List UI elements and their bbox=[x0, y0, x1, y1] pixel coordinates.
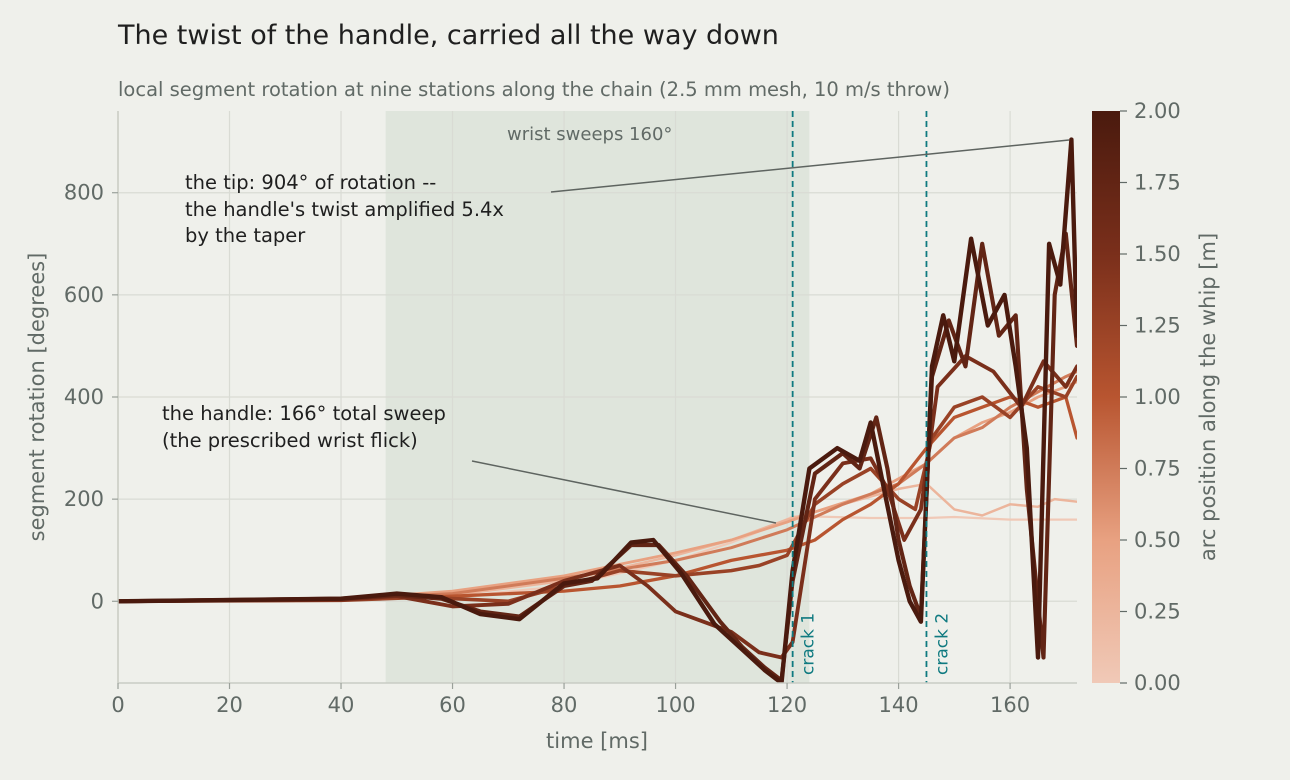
y-axis-title: segment rotation [degrees] bbox=[25, 253, 49, 542]
tip-leader-line bbox=[550, 139, 1070, 193]
crack-label-1: crack 1 bbox=[799, 613, 819, 675]
x-tick-label: 0 bbox=[111, 693, 124, 717]
y-tick-label: 600 bbox=[64, 283, 104, 307]
colorbar bbox=[1092, 111, 1120, 683]
series-line-5 bbox=[118, 395, 1077, 603]
colorbar-label: arc position along the whip [m] bbox=[1196, 233, 1220, 561]
handle-annotation-line-2: (the prescribed wrist flick) bbox=[162, 428, 418, 452]
x-tick-label: 20 bbox=[216, 693, 243, 717]
x-tick-label: 100 bbox=[656, 693, 696, 717]
y-tick-label: 400 bbox=[64, 385, 104, 409]
y-ticks: 0 200 400 600 800 bbox=[64, 181, 118, 613]
colorbar-tick-label: 0.50 bbox=[1134, 528, 1181, 552]
colorbar-tick-label: 0.75 bbox=[1134, 457, 1181, 481]
crack-label-2: crack 2 bbox=[932, 613, 952, 675]
colorbar-tick-label: 0.25 bbox=[1134, 600, 1181, 624]
chart-title: The twist of the handle, carried all the… bbox=[118, 20, 779, 51]
x-tick-label: 40 bbox=[328, 693, 355, 717]
y-tick-label: 200 bbox=[64, 487, 104, 511]
tip-annotation-line-2: the handle's twist amplified 5.4x bbox=[185, 197, 504, 221]
chart-subtitle: local segment rotation at nine stations … bbox=[118, 78, 950, 101]
colorbar-tick-label: 1.00 bbox=[1134, 385, 1181, 409]
handle-leader-line bbox=[471, 460, 777, 524]
handle-annotation-line-1: the handle: 166° total sweep bbox=[162, 402, 446, 425]
x-tick-label: 140 bbox=[879, 693, 919, 717]
x-ticks: 0 20 40 60 80 100 120 140 160 bbox=[111, 683, 1030, 717]
tip-annotation-line-3: by the taper bbox=[185, 224, 306, 247]
colorbar-tick-label: 1.75 bbox=[1134, 171, 1181, 195]
crack-markers: crack 1 crack 2 bbox=[791, 111, 952, 683]
y-tick-label: 0 bbox=[91, 589, 104, 613]
band-label: wrist sweeps 160° bbox=[507, 124, 673, 145]
annotation-leaders bbox=[471, 139, 1070, 524]
colorbar-ticks: 0.00 0.25 0.50 0.75 1.00 1.25 1.50 1.75 2.00 bbox=[1120, 99, 1181, 695]
y-tick-label: 800 bbox=[64, 181, 104, 205]
colorbar-tick-label: 1.50 bbox=[1134, 242, 1181, 266]
colorbar-tick-label: 0.00 bbox=[1134, 671, 1181, 695]
series-layer bbox=[118, 137, 1077, 683]
x-tick-label: 120 bbox=[767, 693, 807, 717]
x-axis-title: time [ms] bbox=[546, 729, 648, 753]
x-tick-label: 160 bbox=[990, 693, 1030, 717]
colorbar-tick-label: 2.00 bbox=[1134, 99, 1181, 123]
x-tick-label: 60 bbox=[439, 693, 466, 717]
tip-annotation: the tip: 904° of rotation -- the handle'… bbox=[185, 170, 504, 250]
series-line-9 bbox=[118, 137, 1077, 683]
handle-annotation: the handle: 166° total sweep (the prescr… bbox=[162, 401, 446, 454]
colorbar-tick-label: 1.25 bbox=[1134, 314, 1181, 338]
x-tick-label: 80 bbox=[551, 693, 578, 717]
tip-annotation-line-1: the tip: 904° of rotation -- bbox=[185, 171, 437, 194]
